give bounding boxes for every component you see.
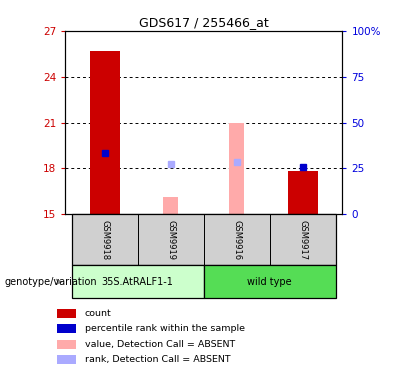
Text: 35S.AtRALF1-1: 35S.AtRALF1-1: [102, 277, 173, 287]
Text: GSM9917: GSM9917: [298, 220, 307, 260]
Title: GDS617 / 255466_at: GDS617 / 255466_at: [139, 15, 268, 29]
Bar: [72, 265, 204, 298]
Bar: [270, 214, 336, 265]
Bar: [204, 265, 336, 298]
Text: wild type: wild type: [247, 277, 292, 287]
Text: value, Detection Call = ABSENT: value, Detection Call = ABSENT: [84, 340, 235, 349]
Bar: [72, 214, 138, 265]
Bar: [204, 214, 270, 265]
Bar: [57, 340, 76, 349]
Bar: [229, 123, 244, 214]
Text: rank, Detection Call = ABSENT: rank, Detection Call = ABSENT: [84, 355, 230, 364]
Bar: [163, 197, 178, 214]
Bar: [57, 324, 76, 333]
Bar: [90, 51, 120, 214]
Text: genotype/variation: genotype/variation: [4, 277, 97, 287]
Text: GSM9918: GSM9918: [100, 220, 109, 260]
Bar: [288, 171, 318, 214]
Text: count: count: [84, 309, 111, 318]
Text: GSM9916: GSM9916: [232, 220, 241, 260]
Bar: [57, 309, 76, 318]
Text: percentile rank within the sample: percentile rank within the sample: [84, 324, 244, 333]
Text: GSM9919: GSM9919: [166, 220, 175, 260]
Bar: [57, 355, 76, 364]
Bar: [138, 214, 204, 265]
